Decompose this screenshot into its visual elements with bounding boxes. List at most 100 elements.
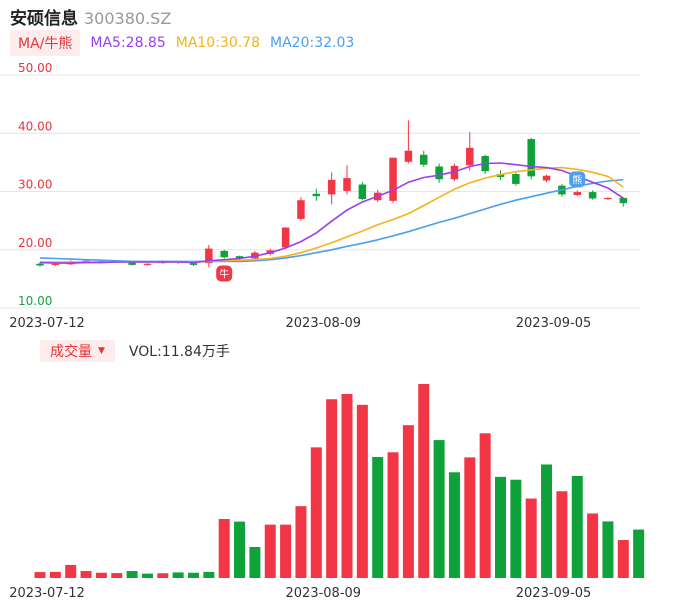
ma5-line [39,162,624,264]
volume-bar [402,425,414,578]
volume-bar [341,393,353,578]
candle-body [527,139,535,177]
candle-body [512,174,520,184]
stock-header: 安硕信息 300380.SZ [10,4,172,29]
volume-bar [433,440,445,578]
ma20-legend: MA20:32.03 [270,35,355,51]
volume-bar [464,457,476,578]
candle-body [312,193,321,197]
candle-body [450,165,459,180]
candle-body [466,147,474,166]
volume-bar [249,546,261,578]
candle-body [143,263,152,265]
candle-body [358,184,367,200]
volume-bar [495,476,506,578]
volume-bar [541,464,553,578]
candle-body [220,250,228,258]
volume-value: VOL:11.84万手 [128,344,230,360]
ma-type-selector[interactable]: MA/牛熊 [10,30,81,56]
ma10-legend: MA10:30.78 [175,35,261,51]
candle-body [343,178,351,191]
candle-body [573,192,581,195]
volume-bar [510,479,522,578]
candle-body [205,248,213,264]
ma5-legend: MA5:28.85 [90,35,166,51]
volume-bar [264,524,276,578]
volume-bar [141,573,153,578]
y-tick-label: 10.00 [18,294,52,308]
marker-label: 牛 [219,267,229,280]
volume-bar [234,521,246,578]
volume-bar [387,452,399,578]
volume-bar [525,498,537,578]
volume-bar [356,404,368,578]
volume-legend: 成交量 ▼ VOL:11.84万手 [40,340,230,362]
volume-bar [126,571,138,578]
y-tick-label: 40.00 [18,119,52,133]
candle-body [542,175,551,181]
bull-marker-icon: 牛 [216,265,233,282]
volume-type-selector[interactable]: 成交量 ▼ [40,340,115,362]
candle-body [128,262,136,265]
volume-type-label: 成交量 [50,344,92,360]
candle-body [235,256,244,259]
volume-bar [157,573,169,578]
candle-body [189,263,198,265]
volume-bar [372,457,384,578]
candle-body [604,197,612,200]
stock-code: 300380.SZ [84,9,172,28]
candle-body [588,192,597,199]
volume-bar [188,572,199,578]
candle-body [389,157,397,201]
stock-name: 安硕信息 [10,9,78,29]
volume-bar [295,506,307,578]
volume-bar [49,571,61,578]
candle-body [36,263,44,266]
volume-bar [587,513,599,578]
volume-bar [203,571,215,578]
volume-date-label: 2023-07-12 [9,586,85,601]
volume-bar [65,564,77,578]
candle-body [51,263,60,265]
volume-bar [602,521,614,578]
y-tick-label: 20.00 [18,236,52,250]
candle-body [435,166,443,180]
volume-bar [479,433,491,578]
candle-body [297,200,305,219]
candle-body [281,227,290,248]
marker-label: 熊 [572,173,582,186]
volume-bar [310,447,322,578]
volume-bar [34,572,46,578]
volume-bar [418,384,430,578]
bear-marker-icon: 熊 [569,171,586,188]
price-date-label: 2023-09-05 [516,316,592,331]
volume-bar [280,524,292,578]
volume-date-label: 2023-09-05 [516,586,592,601]
volume-date-label: 2023-08-09 [286,586,362,601]
volume-bar [172,572,184,578]
price-date-label: 2023-08-09 [286,316,362,331]
volume-bar [218,519,230,578]
ma-legend: MA/牛熊 MA5:28.85 MA10:30.78 MA20:32.03 [10,30,354,56]
chevron-down-icon: ▼ [98,346,105,356]
price-date-label: 2023-07-12 [9,316,85,331]
volume-bar [111,573,123,578]
candle-body [404,150,413,162]
volume-bar [617,540,629,578]
volume-bar [633,529,645,578]
volume-bar [80,571,92,578]
y-tick-label: 50.00 [18,61,52,75]
marker-badge [569,171,586,188]
volume-bar [326,399,338,578]
candle-body [420,154,428,165]
volume-bar [556,491,568,578]
candle-body [496,174,505,177]
marker-badge [216,265,233,282]
volume-bar [95,572,107,578]
volume-bar [571,476,583,578]
candle-body [619,197,628,204]
volume-bar [448,472,460,578]
y-tick-label: 30.00 [18,178,52,192]
candle-body [327,179,336,195]
